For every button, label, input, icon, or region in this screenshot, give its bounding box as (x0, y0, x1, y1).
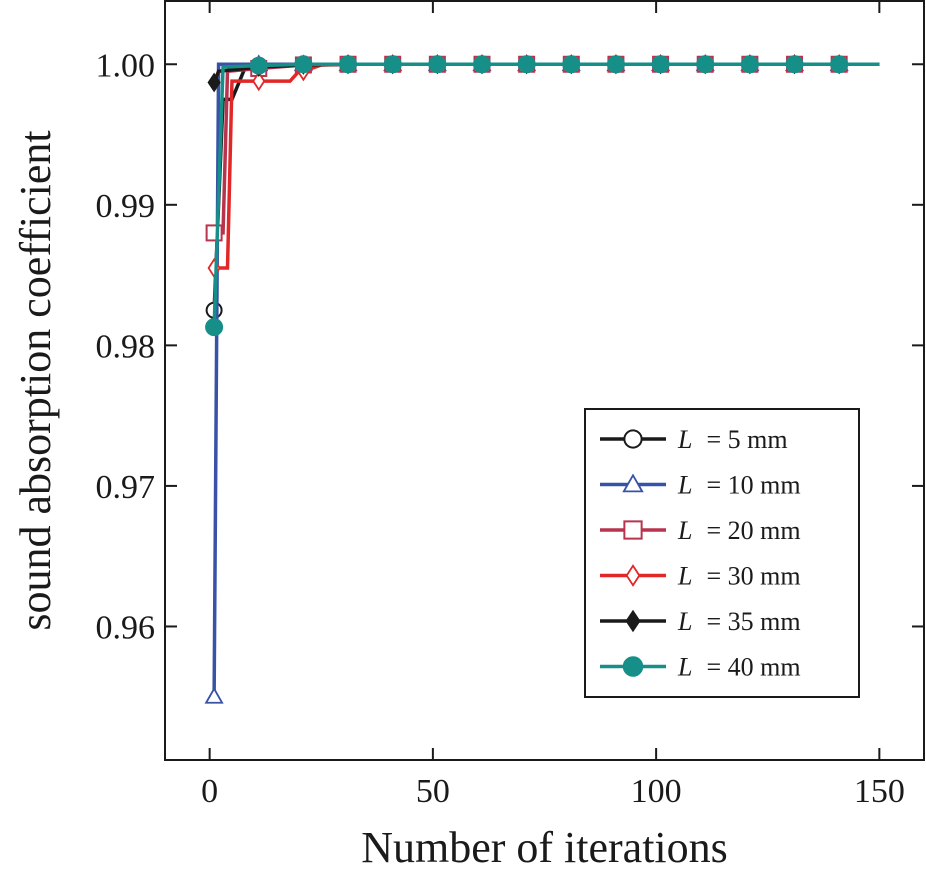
data-point (830, 55, 849, 74)
legend-label: L = 5 mm (677, 425, 788, 454)
x-tick-label: 50 (416, 773, 450, 810)
data-point (785, 55, 804, 74)
axis-ticks (165, 1, 924, 760)
series-line (214, 62, 880, 270)
data-point (428, 55, 447, 74)
legend-marker (622, 473, 644, 493)
legend-marker (623, 520, 643, 540)
series-line (212, 62, 880, 328)
y-tick-label: 1.00 (96, 47, 156, 84)
legend-item (600, 564, 666, 587)
legend-marker (625, 564, 641, 587)
legend-marker (625, 609, 641, 633)
legend-label: L = 30 mm (677, 562, 801, 591)
y-axis-title: sound absorption coefficient (11, 130, 60, 630)
legend: L = 5 mm L = 10 mm L = 20 mm L = 30 mm L = 35 mm L… (584, 408, 860, 698)
data-point (562, 55, 581, 74)
plot-series (204, 54, 880, 704)
data-point (383, 55, 402, 74)
data-point (205, 318, 224, 337)
series-line (212, 62, 880, 311)
data-point (294, 55, 313, 74)
data-point (651, 55, 670, 74)
x-axis-title: Number of iterations (361, 823, 728, 872)
x-tick-label: 0 (201, 773, 218, 810)
y-tick-label: 0.99 (96, 188, 156, 225)
series-4 (207, 54, 880, 279)
y-tick-label: 0.97 (96, 469, 156, 506)
legend-label: L = 35 mm (677, 607, 801, 636)
series-1 (205, 55, 880, 319)
data-point (252, 70, 266, 92)
data-point (517, 55, 536, 74)
legend-item (600, 656, 666, 677)
legend-label: L = 20 mm (677, 516, 801, 545)
tick-labels: 0 50 100 150 0.96 0.97 0.98 0.99 1.00 (96, 47, 905, 810)
legend-item (600, 429, 666, 449)
data-point (204, 686, 224, 704)
data-point (740, 55, 759, 74)
data-point (207, 72, 221, 93)
data-point (249, 56, 268, 75)
legend-marker (623, 429, 643, 449)
data-point (606, 55, 625, 74)
series-3 (205, 55, 880, 242)
series-6 (205, 55, 880, 337)
legend-item (600, 473, 666, 493)
data-point (696, 55, 715, 74)
x-tick-label: 100 (631, 773, 682, 810)
legend-label: L = 40 mm (677, 653, 801, 682)
legend-item (600, 609, 666, 633)
data-point (339, 55, 358, 74)
y-tick-label: 0.98 (96, 328, 156, 365)
plot-frame (164, 0, 925, 761)
y-tick-label: 0.96 (96, 609, 156, 646)
legend-item (600, 520, 666, 540)
series-line (214, 62, 880, 235)
data-point (205, 224, 223, 242)
data-point (472, 55, 491, 74)
legend-marker (622, 656, 644, 677)
legend-box (584, 408, 860, 698)
x-tick-label: 150 (854, 773, 905, 810)
legend-label: L = 10 mm (677, 471, 801, 500)
